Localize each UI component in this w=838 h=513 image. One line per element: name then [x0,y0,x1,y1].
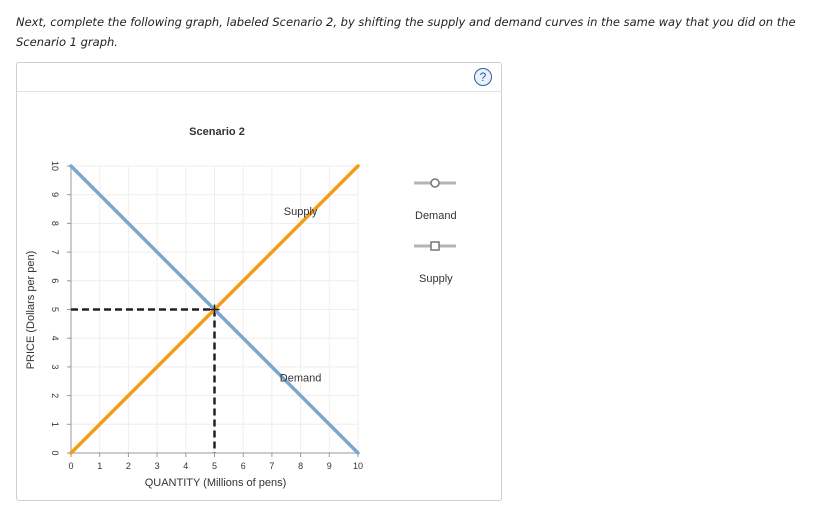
y-axis-title: PRICE (Dollars per pen) [25,251,37,370]
x-tick-label: 5 [212,461,217,471]
x-tick-label: 4 [183,461,188,471]
y-tick-label: 7 [50,250,60,255]
y-tick-label: 0 [50,450,60,455]
x-axis-title: QUANTITY (Millions of pens) [145,477,287,489]
y-tick-label: 2 [50,393,60,398]
y-tick-label: 9 [50,192,60,197]
y-tick-label: 1 [50,422,60,427]
y-tick-label: 3 [50,364,60,369]
chart-title: Scenario 2 [189,126,245,138]
y-tick-label: 4 [50,336,60,341]
x-tick-label: 1 [97,461,102,471]
help-icon[interactable]: ? [474,68,492,86]
square-marker-icon [430,241,440,251]
x-tick-label: 3 [155,461,160,471]
legend-supply-label: Supply [419,273,453,285]
x-tick-label: 10 [353,461,363,471]
x-tick-label: 9 [327,461,332,471]
circle-marker-icon [430,178,440,188]
demand-curve-label: Demand [280,372,322,384]
y-tick-label: 10 [50,161,60,171]
y-tick-label: 8 [50,221,60,226]
y-tick-label: 5 [50,307,60,312]
x-tick-label: 6 [241,461,246,471]
x-tick-label: 7 [269,461,274,471]
x-tick-label: 8 [298,461,303,471]
x-tick-label: 2 [126,461,131,471]
instructions-text: Next, complete the following graph, labe… [16,15,796,49]
supply-curve-label: Supply [284,206,318,218]
y-tick-label: 6 [50,278,60,283]
panel-header: ? [17,63,501,92]
x-tick-label: 0 [68,461,73,471]
legend-demand-label: Demand [415,210,457,222]
